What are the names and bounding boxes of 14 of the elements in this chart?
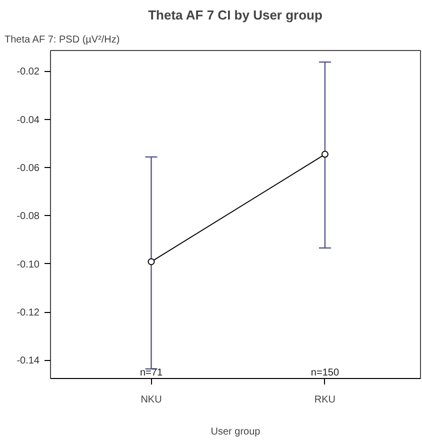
y-tick-label: -0.06 [16,163,40,174]
x-axis-title: User group [210,426,261,438]
y-tick-label: -0.04 [16,114,40,126]
y-axis-title: Theta AF 7: PSD (µV²/Hz) [4,34,120,46]
annotation: n=150 [310,368,340,378]
y-tick-label: -0.12 [16,308,40,319]
y-tick-label: -0.10 [16,259,40,270]
annotation: n=71 [140,368,163,378]
y-tick-label: -0.02 [16,66,40,78]
y-tick-label: -0.08 [16,211,40,222]
chart-title: Theta AF 7 CI by User group [148,8,322,22]
x-tick-label: NKU [140,394,162,406]
y-tick-label: -0.14 [16,356,40,367]
x-tick-label: RKU [314,394,336,406]
